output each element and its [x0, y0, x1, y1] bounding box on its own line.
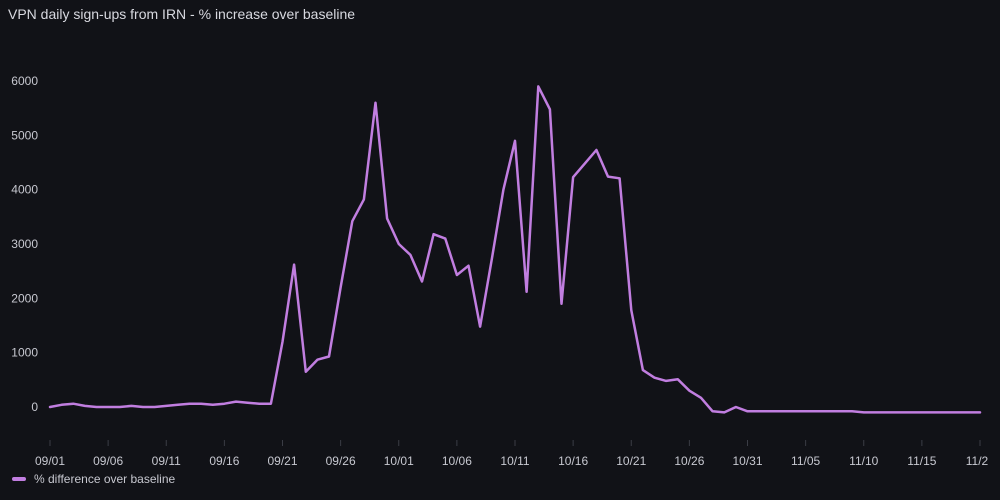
x-tick-label: 11/2 — [966, 454, 989, 468]
x-tick-label: 10/06 — [442, 454, 472, 468]
series-layer — [48, 85, 982, 414]
y-tick-label: 0 — [31, 400, 38, 414]
x-tick-label: 11/15 — [907, 454, 936, 468]
y-axis: 0 1000 2000 3000 4000 5000 6000 — [11, 74, 38, 414]
x-tick-label: 10/11 — [500, 454, 529, 468]
line-chart: 0 1000 2000 3000 4000 5000 6000 09/01 09/06 09/1… — [11, 74, 989, 468]
x-tick-label: 09/26 — [326, 454, 356, 468]
x-tick-label: 10/31 — [732, 454, 762, 468]
x-tick-label: 10/26 — [674, 454, 704, 468]
x-axis: 09/01 09/06 09/11 09/16 09/21 09/26 10/01 10/06… — [35, 440, 989, 468]
y-tick-label: 1000 — [11, 346, 38, 360]
x-tick-label: 11/05 — [791, 454, 820, 468]
panel-title: VPN daily sign-ups from IRN - % increase… — [8, 6, 356, 22]
x-tick-label: 09/16 — [209, 454, 239, 468]
x-tick-label: 09/11 — [152, 454, 181, 468]
x-tick-label: 09/21 — [267, 454, 297, 468]
legend-swatch — [12, 477, 26, 481]
x-tick-label: 09/01 — [35, 454, 65, 468]
x-tick-label: 10/01 — [384, 454, 414, 468]
series-line[interactable] — [48, 85, 982, 414]
y-tick-label: 2000 — [11, 291, 38, 305]
y-tick-label: 4000 — [11, 183, 38, 197]
y-tick-label: 3000 — [11, 237, 38, 251]
x-tick-label: 09/06 — [93, 454, 123, 468]
x-tick-label: 10/16 — [558, 454, 588, 468]
y-tick-label: 6000 — [11, 74, 38, 88]
legend[interactable]: % difference over baseline — [12, 472, 175, 486]
y-tick-label: 5000 — [11, 128, 38, 142]
x-tick-label: 10/21 — [616, 454, 646, 468]
legend-label: % difference over baseline — [34, 472, 176, 486]
x-tick-label: 11/10 — [849, 454, 878, 468]
